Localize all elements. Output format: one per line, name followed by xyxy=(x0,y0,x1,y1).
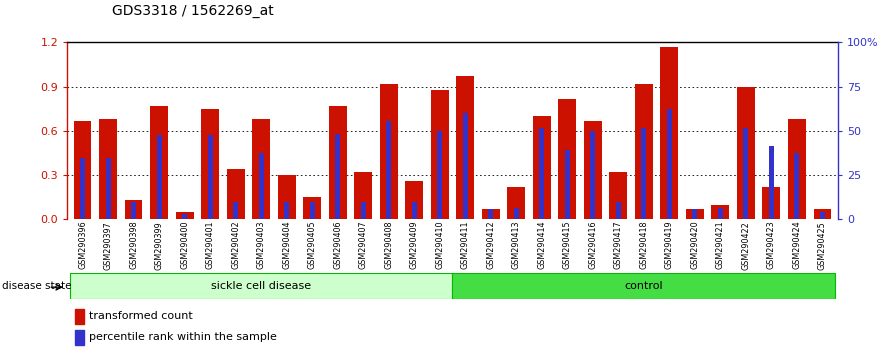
Bar xyxy=(711,205,729,219)
Text: sickle cell disease: sickle cell disease xyxy=(211,281,311,291)
Bar xyxy=(693,209,697,219)
Bar xyxy=(202,109,219,219)
FancyBboxPatch shape xyxy=(452,273,835,299)
Bar xyxy=(303,198,321,219)
Bar xyxy=(252,119,270,219)
Bar xyxy=(558,98,576,219)
Bar xyxy=(411,202,417,219)
Bar xyxy=(208,136,212,219)
Text: control: control xyxy=(625,281,663,291)
Bar xyxy=(182,213,187,219)
Bar xyxy=(284,202,289,219)
Bar xyxy=(616,202,621,219)
Bar xyxy=(686,209,703,219)
Bar xyxy=(584,121,602,219)
Bar xyxy=(431,90,449,219)
Bar xyxy=(744,128,748,219)
Bar xyxy=(762,187,780,219)
Bar xyxy=(769,146,774,219)
Bar xyxy=(590,131,595,219)
Bar xyxy=(157,136,161,219)
Text: percentile rank within the sample: percentile rank within the sample xyxy=(89,332,277,342)
Bar xyxy=(75,309,84,324)
Bar xyxy=(233,202,238,219)
Bar xyxy=(718,208,723,219)
Bar xyxy=(635,84,653,219)
Bar xyxy=(456,76,474,219)
Bar xyxy=(310,202,314,219)
Bar xyxy=(795,153,799,219)
Bar xyxy=(437,131,443,219)
Bar xyxy=(125,200,142,219)
Bar xyxy=(820,212,825,219)
Bar xyxy=(564,150,570,219)
Bar xyxy=(405,181,423,219)
Bar xyxy=(533,116,551,219)
Bar xyxy=(380,84,398,219)
Bar xyxy=(131,202,136,219)
Bar xyxy=(507,187,525,219)
Bar xyxy=(667,109,672,219)
Bar xyxy=(329,106,347,219)
Bar xyxy=(737,87,754,219)
Bar xyxy=(80,158,85,219)
Bar xyxy=(462,113,468,219)
Bar xyxy=(99,119,117,219)
Bar xyxy=(354,172,372,219)
Bar xyxy=(259,153,263,219)
Bar xyxy=(176,212,194,219)
Bar xyxy=(361,202,366,219)
Text: transformed count: transformed count xyxy=(89,311,193,321)
Bar xyxy=(335,134,340,219)
Bar xyxy=(539,128,544,219)
Bar xyxy=(642,128,646,219)
Bar xyxy=(106,158,110,219)
Bar xyxy=(609,172,627,219)
FancyBboxPatch shape xyxy=(70,273,452,299)
Bar xyxy=(386,121,392,219)
Text: GDS3318 / 1562269_at: GDS3318 / 1562269_at xyxy=(112,4,274,18)
Bar xyxy=(75,330,84,345)
Bar xyxy=(278,175,296,219)
Text: disease state: disease state xyxy=(2,281,72,291)
Bar xyxy=(73,121,91,219)
Bar xyxy=(660,47,678,219)
Bar xyxy=(151,106,168,219)
Bar xyxy=(482,209,500,219)
Bar xyxy=(488,209,494,219)
Bar xyxy=(788,119,806,219)
Bar xyxy=(227,169,245,219)
Bar xyxy=(814,209,831,219)
Bar xyxy=(513,208,519,219)
